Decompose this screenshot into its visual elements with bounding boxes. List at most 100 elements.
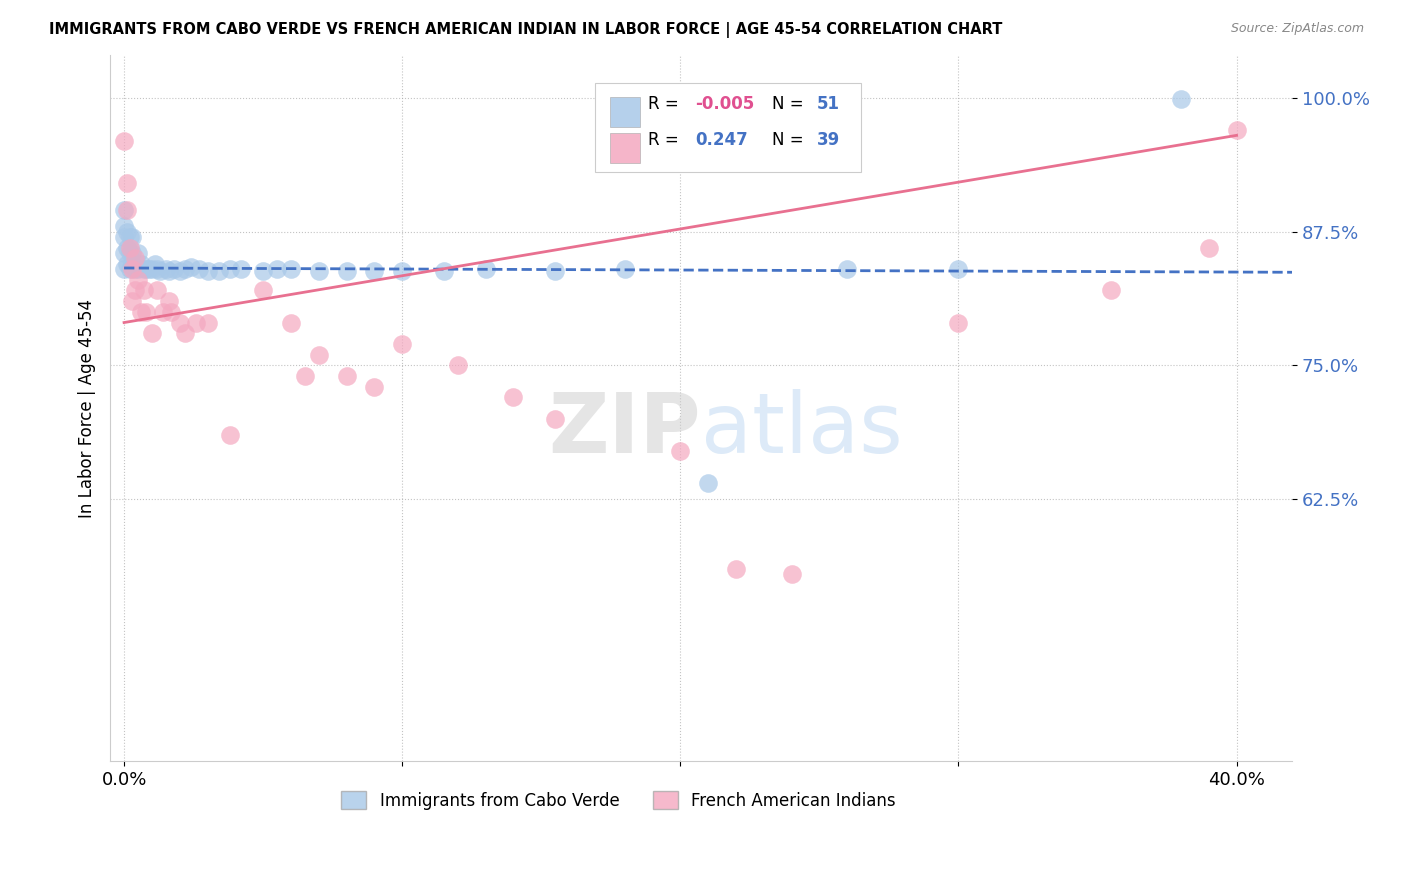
Point <box>433 264 456 278</box>
Point <box>129 257 152 271</box>
Text: R =: R = <box>648 130 679 149</box>
Point <box>132 262 155 277</box>
Point <box>163 262 186 277</box>
Point <box>115 225 138 239</box>
Point <box>152 305 174 319</box>
Point <box>132 284 155 298</box>
Point <box>1170 92 1192 106</box>
Point <box>135 262 157 277</box>
Text: ZIP: ZIP <box>548 389 702 470</box>
Point <box>1099 284 1122 298</box>
Point <box>121 230 143 244</box>
Point <box>112 230 135 244</box>
Point <box>218 262 240 277</box>
Point <box>335 264 357 278</box>
Point <box>135 305 157 319</box>
Point <box>146 262 169 277</box>
Point <box>474 262 496 277</box>
Text: R =: R = <box>648 95 679 113</box>
Point <box>207 264 229 278</box>
Point <box>724 561 747 575</box>
Point <box>294 369 316 384</box>
Legend: Immigrants from Cabo Verde, French American Indians: Immigrants from Cabo Verde, French Ameri… <box>335 785 903 816</box>
Point <box>188 262 211 277</box>
Point <box>502 391 524 405</box>
Point <box>112 203 135 218</box>
Point <box>141 326 163 341</box>
Point <box>118 241 141 255</box>
Text: N =: N = <box>772 95 804 113</box>
Point <box>127 273 149 287</box>
Point <box>112 134 135 148</box>
Point <box>180 260 202 274</box>
Point <box>124 252 146 266</box>
Point <box>157 264 180 278</box>
Point <box>948 262 970 277</box>
Point <box>115 177 138 191</box>
Point <box>229 262 252 277</box>
FancyBboxPatch shape <box>610 97 640 128</box>
Text: IMMIGRANTS FROM CABO VERDE VS FRENCH AMERICAN INDIAN IN LABOR FORCE | AGE 45-54 : IMMIGRANTS FROM CABO VERDE VS FRENCH AME… <box>49 22 1002 38</box>
Y-axis label: In Labor Force | Age 45-54: In Labor Force | Age 45-54 <box>79 299 96 517</box>
Point <box>112 219 135 234</box>
Point <box>391 264 413 278</box>
Text: N =: N = <box>772 130 804 149</box>
Point <box>146 284 169 298</box>
Point <box>174 262 197 277</box>
Point <box>157 294 180 309</box>
Point <box>280 316 302 330</box>
Point <box>697 475 720 490</box>
Point <box>308 264 330 278</box>
Point <box>169 316 191 330</box>
Point <box>544 264 567 278</box>
Point <box>124 284 146 298</box>
Point <box>169 264 191 278</box>
Point <box>160 305 183 319</box>
Point <box>186 316 208 330</box>
Point <box>1225 123 1247 137</box>
Point <box>121 262 143 277</box>
Point <box>447 359 470 373</box>
Point <box>266 262 288 277</box>
Point <box>115 241 138 255</box>
Text: atlas: atlas <box>702 389 903 470</box>
Point <box>1198 241 1220 255</box>
Point <box>948 316 970 330</box>
Text: Source: ZipAtlas.com: Source: ZipAtlas.com <box>1230 22 1364 36</box>
Point <box>613 262 636 277</box>
Point <box>118 262 141 277</box>
Point <box>218 427 240 442</box>
Point <box>155 262 177 277</box>
Point <box>252 264 274 278</box>
Point <box>121 246 143 260</box>
Point <box>112 246 135 260</box>
Point <box>112 262 135 277</box>
Text: 51: 51 <box>817 95 839 113</box>
FancyBboxPatch shape <box>610 133 640 163</box>
Point <box>837 262 859 277</box>
Point <box>197 264 219 278</box>
Point <box>669 443 692 458</box>
Point <box>149 264 172 278</box>
Point <box>363 264 385 278</box>
Point <box>197 316 219 330</box>
Point <box>118 246 141 260</box>
Text: 0.247: 0.247 <box>695 130 748 149</box>
Point <box>780 566 803 581</box>
Point <box>544 412 567 426</box>
Point <box>252 284 274 298</box>
Point <box>115 257 138 271</box>
Point <box>335 369 357 384</box>
Point <box>363 380 385 394</box>
Point <box>118 230 141 244</box>
Point <box>174 326 197 341</box>
Point <box>308 348 330 362</box>
Point <box>121 294 143 309</box>
Point <box>280 262 302 277</box>
Text: 39: 39 <box>817 130 841 149</box>
Text: -0.005: -0.005 <box>695 95 755 113</box>
Point <box>391 337 413 351</box>
Point <box>121 257 143 271</box>
Point <box>129 305 152 319</box>
FancyBboxPatch shape <box>595 83 860 171</box>
